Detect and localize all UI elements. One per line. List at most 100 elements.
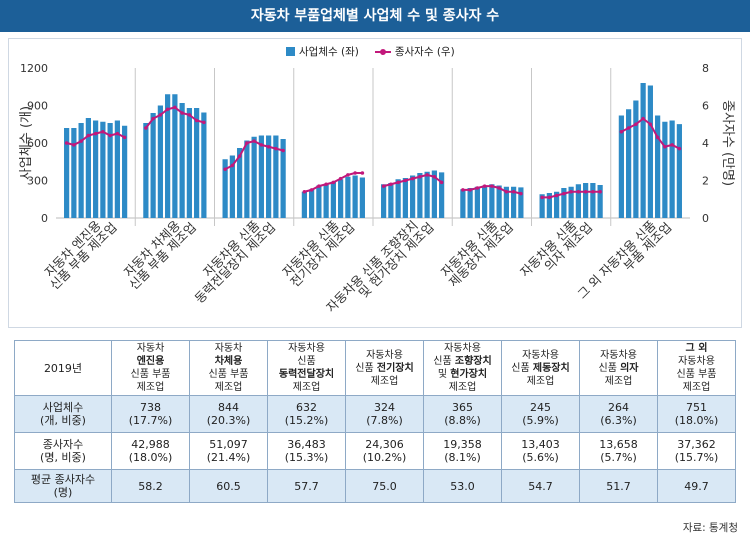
table-cell: 13,403 (5.6%) xyxy=(501,432,580,470)
cell-value: (15.3%) xyxy=(284,451,329,464)
table-cell: 58.2 xyxy=(111,469,190,503)
line-point-2-6 xyxy=(266,144,271,149)
table-row: 사업체수 (개, 비중) 738 (17.7%) 844 (20.3%) 632 (15.2%… xyxy=(14,395,736,433)
line-point-0-6 xyxy=(108,133,112,138)
bar-1-1 xyxy=(150,113,156,218)
bar-6-6 xyxy=(583,183,589,218)
line-point-5-4 xyxy=(490,184,494,188)
y-right-axis-title: 종사자수 (만명) xyxy=(720,100,735,186)
y-left-axis-title: 사업체수 (개) xyxy=(19,106,34,180)
cell-value: 53.0 xyxy=(450,479,475,493)
line-point-7-8 xyxy=(677,146,682,151)
legend: 사업체수 (좌) 종사자수 (우) xyxy=(286,44,455,59)
header-line: 신품 조향장치 xyxy=(433,356,492,367)
y-right-tick-label: 8 xyxy=(702,62,709,75)
bar-3-4 xyxy=(330,181,336,218)
line-point-3-7 xyxy=(353,171,357,175)
bar-3-5 xyxy=(338,179,344,218)
summary-table: 2019년 자동차 엔진용 신품 부품 제조업 자동차 차체용 신품 부품 제조업 자동차용 신품… xyxy=(14,340,736,503)
bar-0-4 xyxy=(93,120,99,218)
line-point-4-8 xyxy=(439,180,444,185)
line-point-5-0 xyxy=(461,188,465,192)
header-line: 제조업 xyxy=(136,382,165,393)
table-cell: 57.7 xyxy=(267,469,346,503)
bar-5-8 xyxy=(518,187,524,218)
line-point-6-0 xyxy=(540,195,544,200)
line-point-0-5 xyxy=(101,129,105,134)
bar-7-6 xyxy=(662,121,668,218)
line-point-1-3 xyxy=(165,107,170,112)
line-point-5-6 xyxy=(504,189,509,194)
line-point-7-2 xyxy=(634,122,638,127)
cell-value: 75.0 xyxy=(372,479,397,493)
bar-3-8 xyxy=(359,177,365,218)
bar-0-0 xyxy=(64,128,70,218)
bar-2-0 xyxy=(222,159,228,218)
cell-value: 751 xyxy=(686,401,707,414)
line-point-3-2 xyxy=(317,184,321,188)
cell-value: (8.8%) xyxy=(444,414,481,427)
bar-2-7 xyxy=(273,135,279,218)
table-cell: 53.0 xyxy=(423,469,502,503)
table-col-header: 자동차용 신품 제동장치 제조업 xyxy=(501,340,580,396)
cell-value: 324 xyxy=(374,401,395,414)
table-cell: 632 (15.2%) xyxy=(267,395,346,433)
bar-6-5 xyxy=(575,184,581,218)
header-line: 제조업 xyxy=(292,382,321,393)
cell-value: (15.7%) xyxy=(674,451,719,464)
bar-4-6 xyxy=(424,171,430,218)
cell-value: 365 xyxy=(452,401,473,414)
header-line: 차체용 xyxy=(214,356,243,367)
bar-0-6 xyxy=(107,123,113,218)
bar-5-7 xyxy=(511,186,517,218)
header-line: 제조업 xyxy=(448,382,477,393)
header-line: 엔진용 xyxy=(136,356,165,367)
cell-value: (6.3%) xyxy=(600,414,637,427)
category-label-2-1: 동력전달장치 제조업 xyxy=(192,220,279,307)
cell-value: (20.3%) xyxy=(206,414,251,427)
bar-1-4 xyxy=(172,94,178,218)
row-header-line: 종사자수 xyxy=(42,438,84,451)
line-point-7-5 xyxy=(655,135,660,140)
bar-2-6 xyxy=(266,135,272,218)
legend-label-line: 종사자수 (우) xyxy=(394,46,455,58)
line-point-4-2 xyxy=(396,180,400,185)
line-point-5-8 xyxy=(519,191,523,196)
cell-value: 51.7 xyxy=(606,479,631,493)
cell-value: 58.2 xyxy=(138,479,163,493)
bar-6-0 xyxy=(539,194,545,218)
cell-value: 57.7 xyxy=(294,479,319,493)
cell-value: 632 xyxy=(296,401,317,414)
header-line: 자동차용 xyxy=(366,349,403,361)
header-line: 자동차용 xyxy=(678,356,715,367)
bar-3-2 xyxy=(316,185,322,218)
y-right-tick-label: 0 xyxy=(702,212,709,225)
table-cell: 36,483 (15.3%) xyxy=(267,432,346,470)
bar-4-3 xyxy=(402,178,408,218)
table-cell: 844 (20.3%) xyxy=(189,395,268,433)
line-point-0-1 xyxy=(72,143,76,147)
header-line: 신품 전기장치 xyxy=(355,362,414,374)
line-point-7-6 xyxy=(663,144,667,149)
bar-7-1 xyxy=(626,109,632,218)
bar-4-5 xyxy=(417,173,423,218)
bar-6-3 xyxy=(561,188,567,218)
cell-value: 24,306 xyxy=(365,438,404,451)
line-point-0-3 xyxy=(86,133,91,138)
header-line: 신품 부품 xyxy=(676,369,717,380)
row-header: 사업체수 (개, 비중) xyxy=(14,395,112,433)
line-point-3-1 xyxy=(309,188,314,192)
table-row: 종사자수 (명, 비중) 42,988 (18.0%) 51,097 (21.4%) 36,… xyxy=(14,432,736,470)
cell-value: 245 xyxy=(530,401,551,414)
line-point-4-5 xyxy=(418,174,422,179)
header-line: 자동차용 xyxy=(522,349,559,361)
bar-2-4 xyxy=(251,136,257,218)
y-right-tick-label: 4 xyxy=(702,137,709,150)
table-col-header: 자동차용 신품 의자 제조업 xyxy=(579,340,658,396)
line-point-0-8 xyxy=(122,135,127,140)
table-col-header: 자동차용 신품 동력전달장치 제조업 xyxy=(267,340,346,396)
row-header-line: 평균 종사자수 xyxy=(30,473,96,486)
row-header-line: (개, 비중) xyxy=(40,414,86,427)
bar-0-2 xyxy=(78,123,84,218)
line-point-6-2 xyxy=(554,193,559,198)
